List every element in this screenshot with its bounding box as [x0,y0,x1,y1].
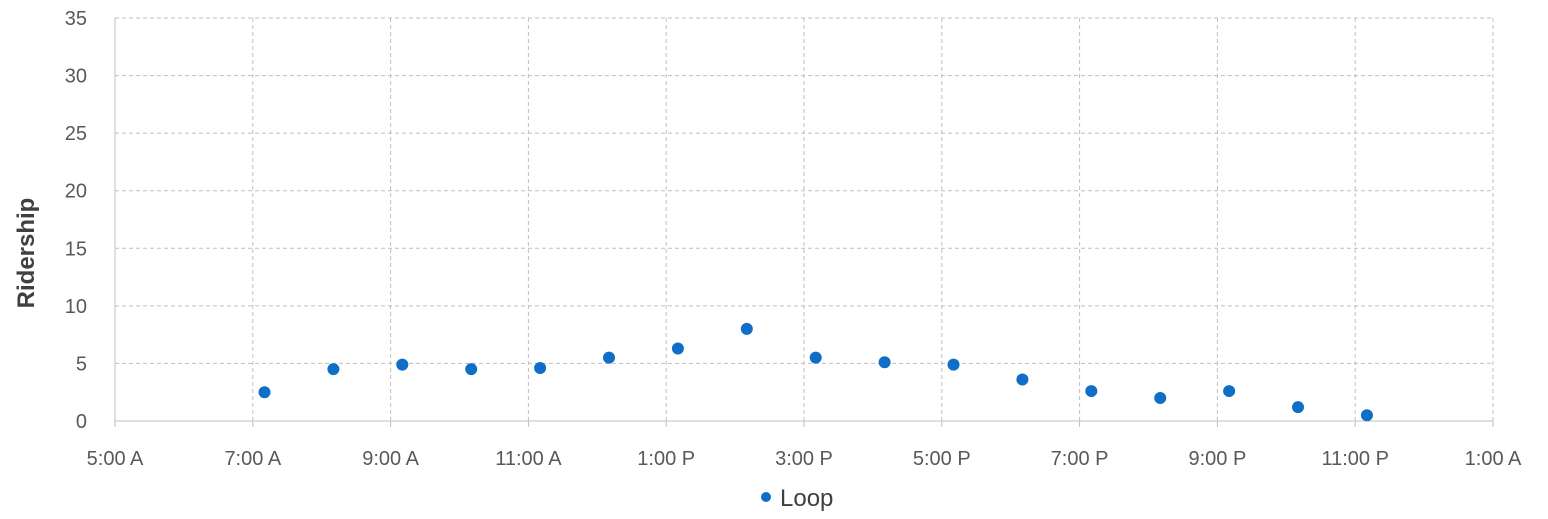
y-tick-label: 20 [65,181,87,203]
x-tick-label: 11:00 A [495,448,562,470]
y-tick-label: 5 [76,353,87,375]
legend: Loop [761,485,833,512]
x-tick-label: 5:00 P [913,448,971,470]
x-tick-label: 11:00 P [1321,448,1388,470]
y-tick-label: 25 [65,123,87,145]
axes [114,18,1494,427]
legend-label-loop: Loop [780,485,833,512]
data-point [947,358,960,371]
data-point [1085,385,1098,398]
data-point [1016,373,1029,386]
data-point [878,356,891,369]
data-point [603,351,616,364]
grid-lines [115,17,1494,421]
x-tick-label: 7:00 A [224,448,281,470]
data-points [258,322,1373,422]
data-point [740,322,753,335]
y-tick-label: 30 [65,66,87,88]
y-tick-label: 10 [65,296,87,318]
data-point [258,386,271,399]
x-tick-labels: 5:00 A 7:00 A 9:00 A 11:00 A 1:00 P 3:00 P 5:0… [87,448,1522,470]
legend-marker-loop [761,492,771,502]
x-tick-label: 5:00 A [87,448,144,470]
y-tick-label: 35 [65,8,87,30]
data-point [396,358,409,371]
x-tick-label: 9:00 P [1188,448,1246,470]
data-point [1292,401,1305,414]
x-tick-label: 9:00 A [362,448,419,470]
data-point [809,351,822,364]
x-tick-label: 1:00 P [637,448,695,470]
x-tick-label: 7:00 P [1051,448,1109,470]
x-tick-label: 3:00 P [775,448,833,470]
data-point [1223,385,1236,398]
data-point [1360,409,1373,422]
data-point [327,363,340,376]
y-tick-label: 0 [76,411,87,433]
data-point [534,362,547,375]
x-tick-label: 1:00 A [1465,448,1522,470]
y-tick-labels: 0 5 10 15 20 25 30 35 [65,8,87,433]
data-point [671,342,684,355]
y-tick-label: 15 [65,238,87,260]
data-point [465,363,478,376]
data-point [1154,391,1167,404]
y-axis-label: Ridership [13,198,40,309]
